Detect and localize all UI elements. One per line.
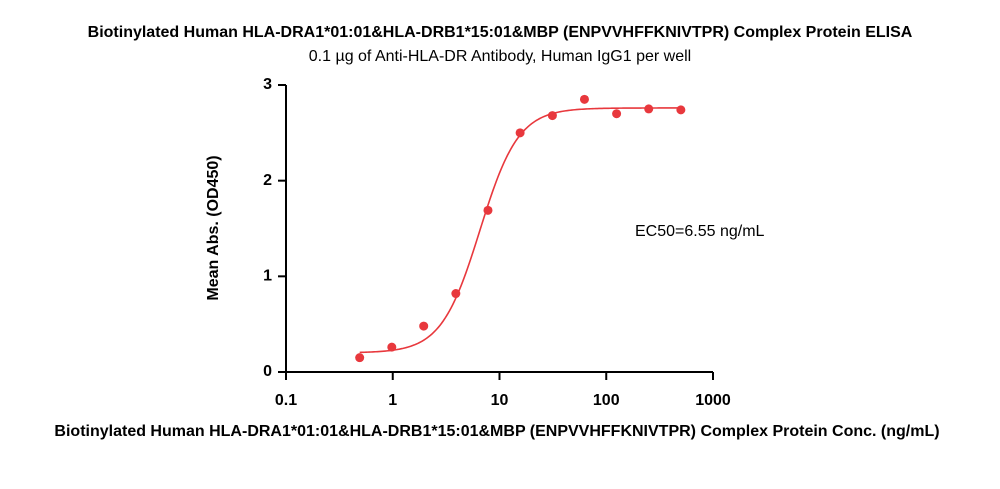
chart-subtitle: 0.1 µg of Anti-HLA-DR Antibody, Human Ig… bbox=[309, 48, 691, 65]
data-point bbox=[355, 353, 365, 363]
x-tick-label: 1 bbox=[388, 392, 397, 409]
data-point bbox=[644, 104, 654, 114]
x-tick-label: 100 bbox=[593, 392, 620, 409]
data-point bbox=[419, 321, 429, 331]
data-point bbox=[547, 111, 557, 121]
data-point bbox=[676, 105, 686, 115]
data-point bbox=[612, 109, 622, 119]
data-point bbox=[515, 128, 525, 138]
data-point bbox=[483, 205, 493, 215]
x-tick-label: 10 bbox=[491, 392, 509, 409]
y-axis-label: Mean Abs. (OD450) bbox=[205, 155, 222, 300]
x-axis-label: Biotinylated Human HLA-DRA1*01:01&HLA-DR… bbox=[54, 423, 939, 440]
y-tick-label: 0 bbox=[263, 363, 272, 380]
chart-title: Biotinylated Human HLA-DRA1*01:01&HLA-DR… bbox=[88, 24, 913, 41]
data-point bbox=[451, 289, 461, 299]
y-tick-label: 1 bbox=[263, 268, 272, 285]
fit-curve bbox=[359, 107, 681, 354]
y-tick-label: 3 bbox=[263, 76, 272, 93]
data-point bbox=[387, 342, 397, 352]
annotation: EC50=6.55 ng/mL bbox=[635, 223, 765, 240]
data-point bbox=[579, 94, 589, 104]
x-tick-label: 0.1 bbox=[275, 392, 297, 409]
x-tick-label: 1000 bbox=[695, 392, 731, 409]
y-tick-label: 2 bbox=[263, 172, 272, 189]
